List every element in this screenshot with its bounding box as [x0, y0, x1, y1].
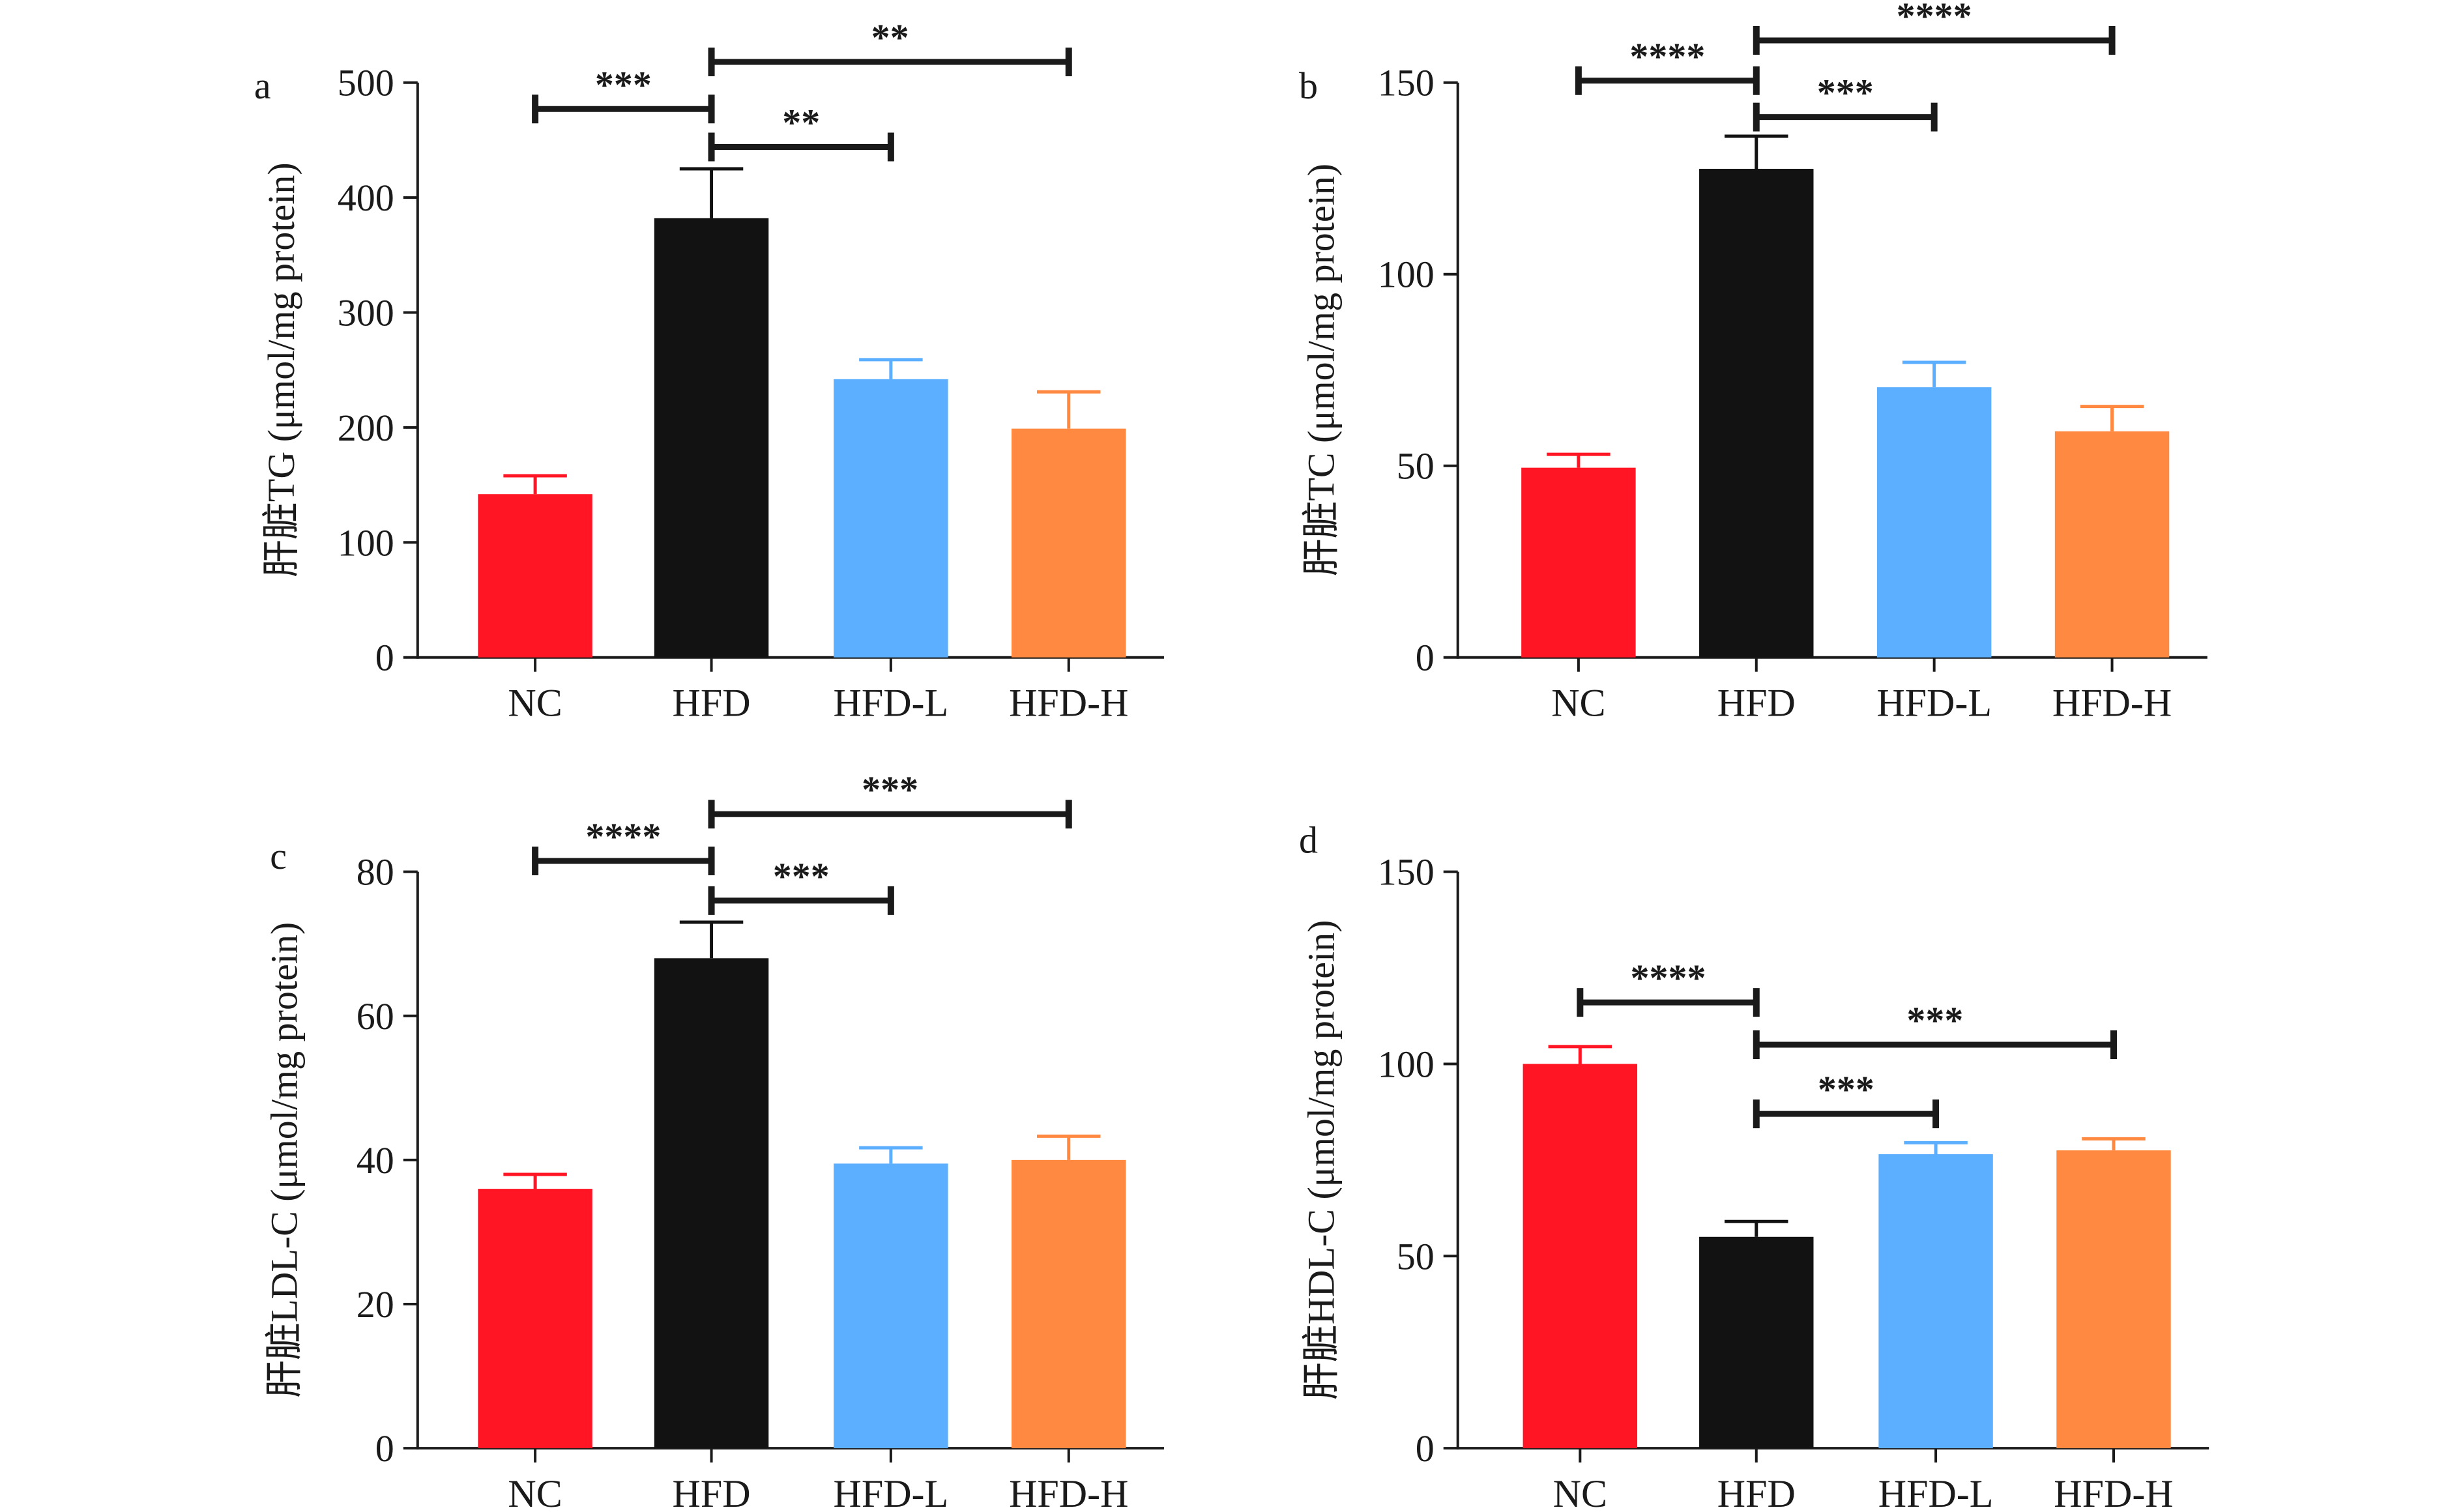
x-tick-label: HFD-L: [834, 1472, 949, 1512]
x-tick-label: HFD: [1717, 1472, 1796, 1512]
y-tick-label: 100: [338, 521, 394, 564]
bar-nc: [1523, 1064, 1638, 1449]
bar-hfd-h: [1012, 428, 1126, 658]
bar-nc: [478, 1189, 592, 1449]
y-tick-label: 0: [375, 637, 394, 679]
y-tick-label: 300: [338, 292, 394, 334]
y-tick-label: 150: [1378, 62, 1435, 104]
bar-hfd-l: [1878, 1154, 1993, 1449]
panel-label: a: [254, 65, 271, 107]
y-tick-label: 0: [375, 1427, 394, 1470]
y-tick-label: 150: [1378, 851, 1435, 894]
significance-label: **: [871, 16, 909, 59]
x-tick-label: HFD-H: [2054, 1472, 2173, 1512]
y-axis-title: 肝脏TC (μmol/mg protein): [1300, 164, 1343, 577]
bar-hfd-h: [2054, 431, 2170, 658]
x-tick-label: HFD-L: [1878, 1472, 1994, 1512]
y-tick-label: 0: [1416, 637, 1435, 679]
y-tick-label: 0: [1416, 1427, 1435, 1470]
x-tick-label: HFD-H: [1009, 682, 1128, 725]
panel-label: d: [1299, 819, 1318, 861]
panel-label: b: [1299, 65, 1318, 107]
y-tick-label: 60: [357, 995, 394, 1038]
significance-label: ***: [862, 768, 918, 811]
bar-hfd: [654, 218, 769, 658]
y-axis-title: 肝脏LDL-C (μmol/mg protein): [263, 922, 306, 1398]
y-tick-label: 50: [1397, 445, 1435, 487]
y-tick-label: 50: [1397, 1235, 1435, 1277]
bar-hfd: [1699, 1236, 1814, 1449]
significance-label: ***: [1818, 1068, 1874, 1111]
x-tick-label: HFD-H: [1009, 1472, 1128, 1512]
significance-label: ****: [1631, 957, 1706, 999]
bar-nc: [1521, 467, 1636, 658]
y-tick-label: 100: [1378, 254, 1435, 296]
bar-hfd-h: [1012, 1159, 1126, 1449]
bar-hfd-h: [2056, 1150, 2171, 1449]
bar-nc: [478, 494, 592, 658]
bar-hfd: [1699, 168, 1814, 658]
x-tick-label: HFD: [673, 682, 751, 725]
x-tick-label: HFD-H: [2052, 682, 2172, 725]
panel-label: c: [270, 835, 287, 877]
significance-label: ***: [595, 63, 652, 106]
y-tick-label: 40: [357, 1139, 394, 1182]
x-tick-label: HFD-L: [834, 682, 949, 725]
x-tick-label: HFD: [1717, 682, 1796, 725]
bar-hfd: [654, 958, 769, 1449]
x-tick-label: NC: [508, 1472, 562, 1512]
significance-label: ****: [1629, 35, 1705, 78]
significance-label: **: [782, 101, 820, 143]
x-tick-label: NC: [1553, 1472, 1607, 1512]
x-tick-label: HFD-L: [1876, 682, 1992, 725]
x-tick-label: NC: [1551, 682, 1605, 725]
significance-label: ****: [585, 815, 661, 858]
y-tick-label: 80: [357, 851, 394, 894]
bar-hfd-l: [834, 379, 948, 658]
y-axis-title: 肝脏HDL-C (μmol/mg protein): [1300, 920, 1343, 1401]
y-axis-title: 肝脏TG (μmol/mg protein): [260, 162, 302, 577]
significance-label: ***: [1817, 72, 1874, 114]
y-tick-label: 100: [1378, 1043, 1435, 1085]
y-tick-label: 200: [338, 407, 394, 449]
significance-label: ***: [773, 855, 830, 897]
y-tick-label: 400: [338, 177, 394, 219]
bar-hfd-l: [834, 1163, 948, 1449]
x-tick-label: HFD: [673, 1472, 751, 1512]
y-tick-label: 500: [338, 62, 394, 104]
x-tick-label: NC: [508, 682, 562, 725]
y-tick-label: 20: [357, 1283, 394, 1326]
significance-label: ***: [1906, 999, 1963, 1041]
significance-label: ****: [1897, 0, 1972, 37]
bar-hfd-l: [1876, 387, 1992, 658]
